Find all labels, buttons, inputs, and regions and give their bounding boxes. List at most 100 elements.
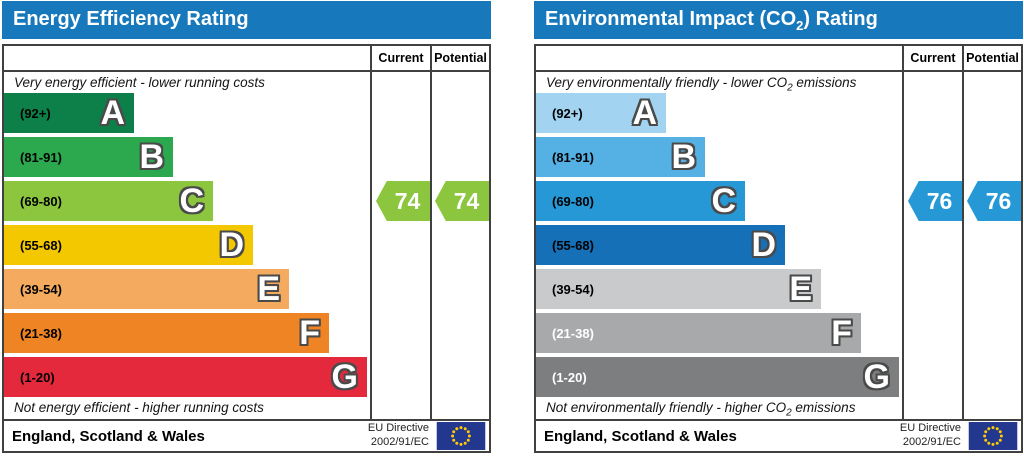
band-range-label: (92+) — [552, 105, 583, 121]
potential-column-header: Potential — [434, 51, 487, 65]
band-range-label: (1-20) — [20, 369, 55, 385]
potential-rating-value: 74 — [453, 187, 480, 214]
band-range-label: (21-38) — [20, 325, 62, 341]
current-column-header: Current — [910, 51, 956, 65]
eu-directive-line2: 2002/91/EC — [902, 436, 961, 448]
chart-footer: England, Scotland & Wales EU Directive 2… — [536, 419, 1021, 451]
title-text: Energy Efficiency Rating — [13, 7, 249, 30]
potential-rating-arrow: 74 — [435, 181, 489, 221]
band-range-label: (21-38) — [552, 325, 594, 341]
current-column-divider — [902, 46, 904, 419]
environmental-rating-table: Current Potential Very environmentally f… — [534, 44, 1023, 453]
current-column-header: Current — [378, 51, 424, 65]
band-range-label: (92+) — [20, 105, 51, 121]
environmental-chart-title-bar: Environmental Impact (CO2) Rating — [534, 1, 1023, 39]
eu-flag-icon — [436, 422, 486, 450]
potential-column-header: Potential — [966, 51, 1019, 65]
title-text: Environmental Impact (CO — [545, 7, 797, 30]
band-row-f: (21-38) F — [536, 313, 1021, 353]
bottom-caption-text: Not environmentally friendly - higher CO — [546, 400, 787, 415]
band-letter: C — [711, 182, 736, 220]
column-header-row: Current Potential — [536, 46, 1021, 72]
rating-bands: (92+) A (81-91) B (69-80) C — [4, 93, 489, 397]
bottom-caption-text: Not energy efficient - higher running co… — [14, 400, 264, 415]
band-f: (21-38) F — [4, 313, 329, 353]
band-row-e: (39-54) E — [536, 269, 1021, 309]
band-letter: D — [751, 226, 776, 264]
band-range-label: (1-20) — [552, 369, 587, 385]
band-row-c: (69-80) C 76 76 — [536, 181, 1021, 221]
band-b: (81-91) B — [536, 137, 705, 177]
eu-directive-line1: EU Directive — [899, 422, 961, 435]
title-text-post: ) Rating — [803, 7, 878, 30]
band-d: (55-68) D — [4, 225, 253, 265]
band-range-label: (69-80) — [20, 193, 62, 209]
current-column-divider — [370, 46, 372, 419]
band-range-label: (81-91) — [20, 149, 62, 165]
eu-directive-line1: EU Directive — [367, 422, 429, 435]
band-a: (92+) A — [4, 93, 134, 133]
top-caption-subscript: 2 — [787, 82, 793, 94]
energy-efficiency-chart: Energy Efficiency Rating Current Potenti… — [2, 1, 491, 453]
band-letter: E — [257, 270, 280, 308]
band-letter: B — [671, 138, 696, 176]
current-rating-value: 74 — [394, 187, 421, 214]
band-letter: G — [331, 358, 358, 396]
current-rating-arrow: 74 — [376, 181, 430, 221]
band-range-label: (55-68) — [552, 237, 594, 253]
band-range-label: (55-68) — [20, 237, 62, 253]
current-rating-arrow: 76 — [908, 181, 962, 221]
band-range-label: (39-54) — [552, 281, 594, 297]
region-label: England, Scotland & Wales — [12, 427, 205, 445]
region-label: England, Scotland & Wales — [544, 427, 737, 445]
band-row-d: (55-68) D — [4, 225, 489, 265]
eu-directive-label: EU Directive 2002/91/EC — [900, 422, 961, 450]
band-letter: G — [863, 358, 890, 396]
band-c: (69-80) C — [4, 181, 213, 221]
band-row-b: (81-91) B — [4, 137, 489, 177]
band-e: (39-54) E — [536, 269, 821, 309]
potential-rating-value: 76 — [985, 187, 1012, 214]
title-subscript: 2 — [796, 17, 804, 33]
bottom-caption-subscript: 2 — [786, 407, 792, 419]
band-g: (1-20) G — [536, 357, 899, 397]
band-letter: B — [139, 138, 164, 176]
potential-rating-arrow: 76 — [967, 181, 1021, 221]
band-g: (1-20) G — [4, 357, 367, 397]
column-header-row: Current Potential — [4, 46, 489, 72]
band-range-label: (81-91) — [552, 149, 594, 165]
energy-chart-title-bar: Energy Efficiency Rating — [2, 1, 491, 39]
band-c: (69-80) C — [536, 181, 745, 221]
band-letter: D — [219, 226, 244, 264]
band-f: (21-38) F — [536, 313, 861, 353]
band-letter: A — [632, 94, 657, 132]
band-row-g: (1-20) G — [536, 357, 1021, 397]
top-caption-text-post: emissions — [792, 75, 857, 90]
band-row-d: (55-68) D — [536, 225, 1021, 265]
band-letter: C — [179, 182, 204, 220]
band-letter: E — [789, 270, 812, 308]
band-row-a: (92+) A — [536, 93, 1021, 133]
eu-directive-label: EU Directive 2002/91/EC — [368, 422, 429, 450]
top-caption-text: Very environmentally friendly - lower CO — [546, 75, 788, 90]
band-row-g: (1-20) G — [4, 357, 489, 397]
current-rating-value: 76 — [926, 187, 953, 214]
potential-column-divider — [430, 46, 432, 419]
band-row-a: (92+) A — [4, 93, 489, 133]
top-caption-text: Very energy efficient - lower running co… — [14, 75, 265, 90]
eu-directive-line2: 2002/91/EC — [370, 436, 429, 448]
energy-rating-table: Current Potential Very energy efficient … — [2, 44, 491, 453]
potential-column-divider — [962, 46, 964, 419]
rating-bands: (92+) A (81-91) B (69-80) C — [536, 93, 1021, 397]
band-row-c: (69-80) C 74 74 — [4, 181, 489, 221]
band-range-label: (69-80) — [552, 193, 594, 209]
band-row-e: (39-54) E — [4, 269, 489, 309]
environmental-impact-chart: Environmental Impact (CO2) Rating Curren… — [534, 1, 1023, 453]
band-a: (92+) A — [536, 93, 666, 133]
eu-flag-icon — [968, 422, 1018, 450]
band-d: (55-68) D — [536, 225, 785, 265]
band-row-f: (21-38) F — [4, 313, 489, 353]
band-letter: F — [831, 314, 852, 352]
band-letter: A — [100, 94, 125, 132]
